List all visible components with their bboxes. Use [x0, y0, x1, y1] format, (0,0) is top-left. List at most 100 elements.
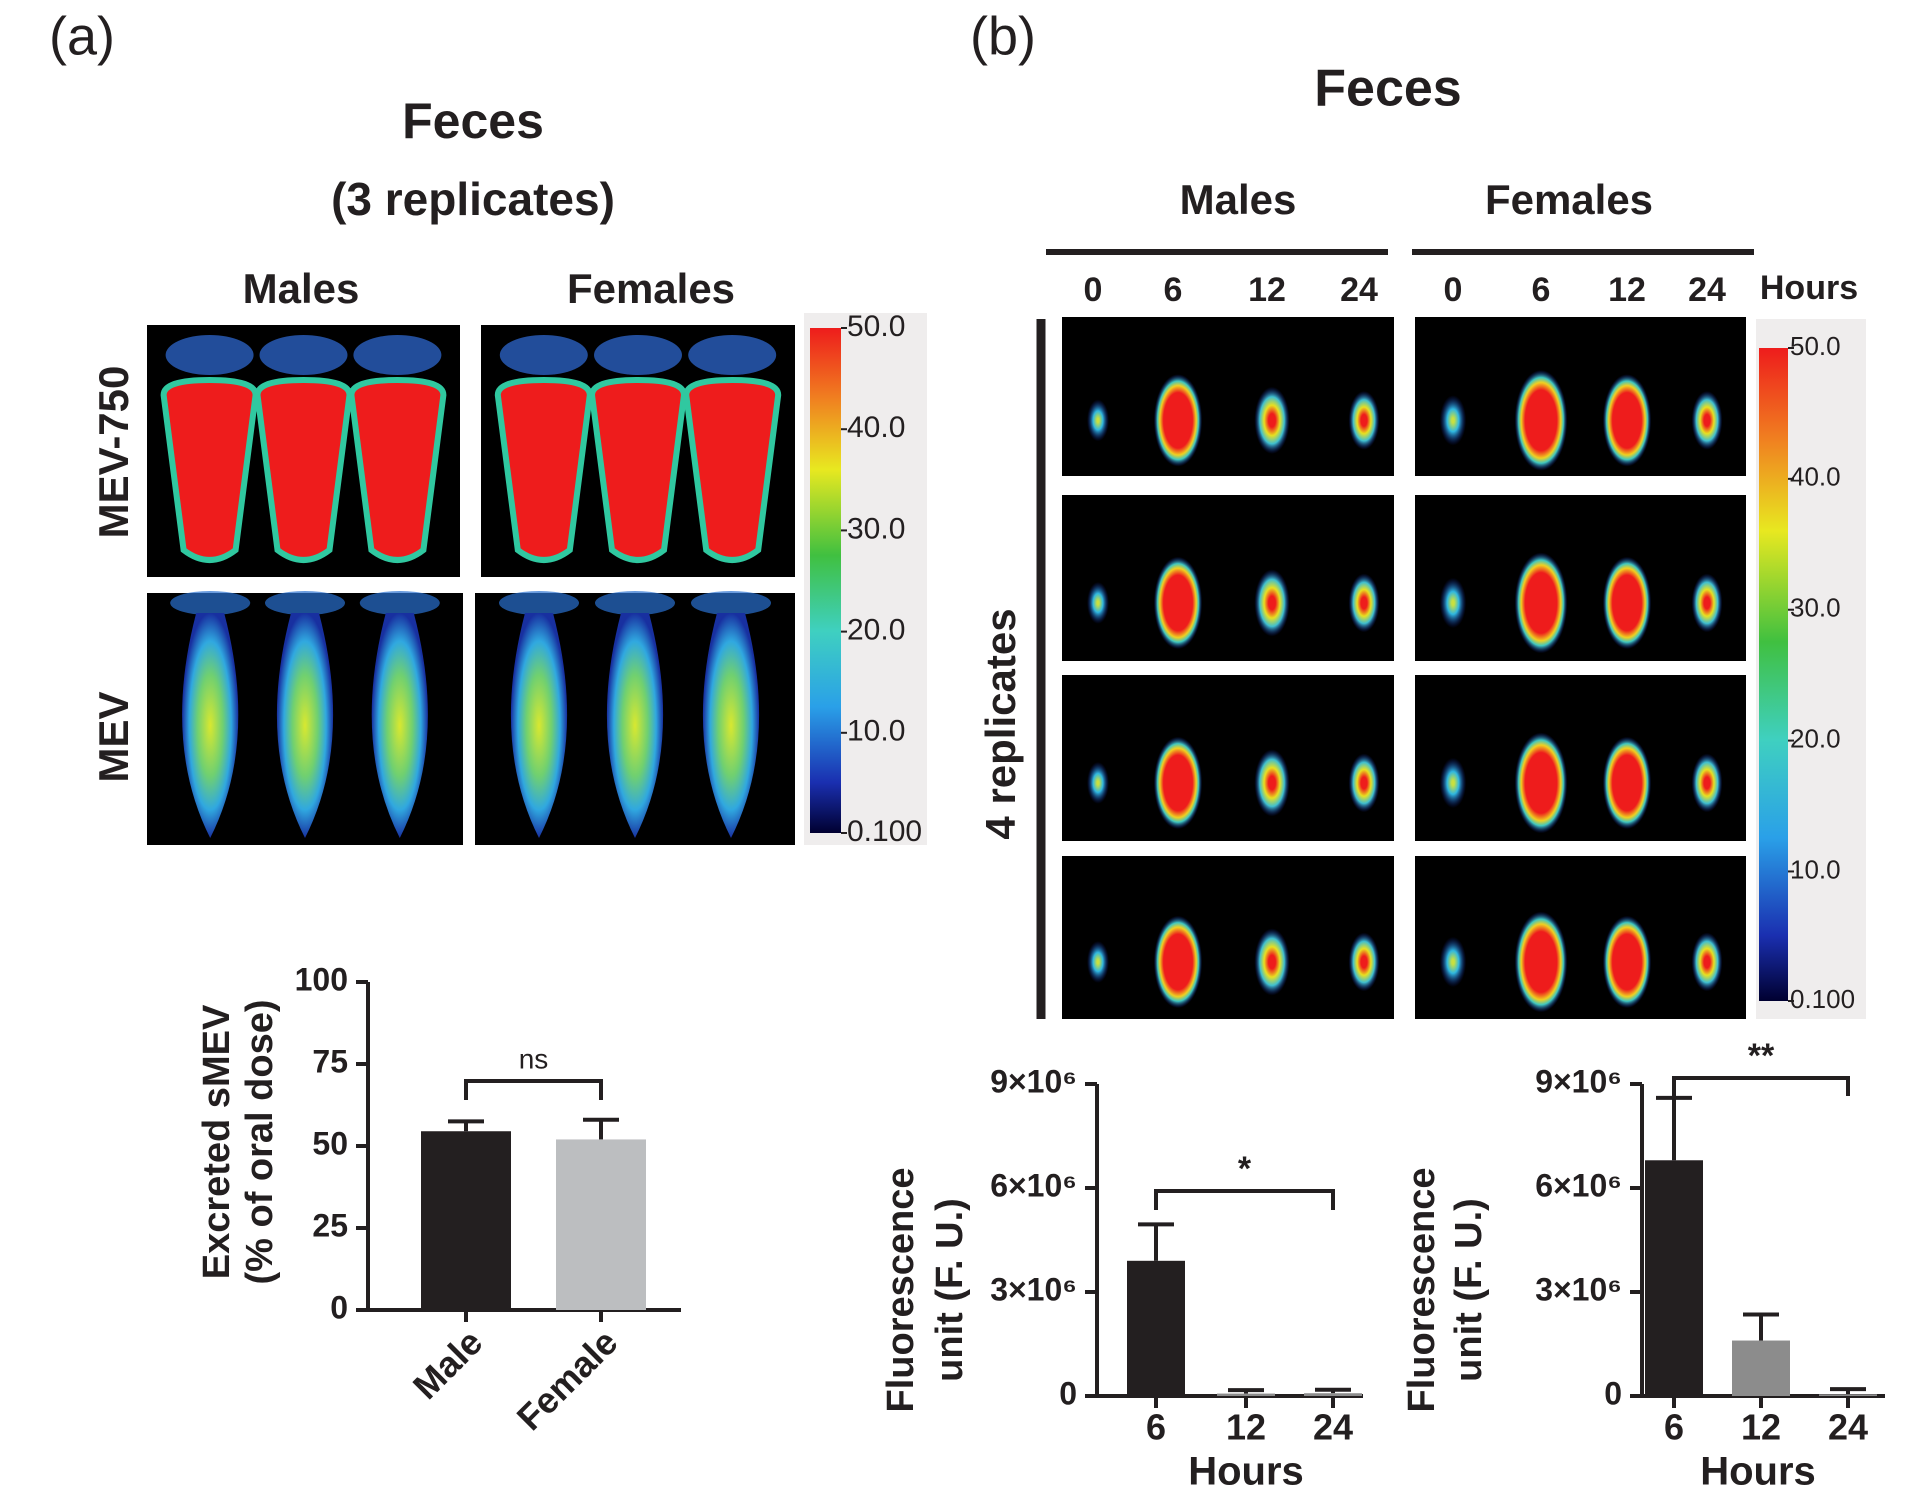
fluorescence-image — [1062, 495, 1394, 661]
signal — [1087, 761, 1109, 804]
significance-label: ** — [1748, 1037, 1775, 1075]
x-tick-label: 6 — [1664, 1407, 1684, 1448]
colorbar-tick-label: 20.0 — [1790, 723, 1841, 753]
tube-cap — [165, 335, 254, 375]
signal — [1691, 753, 1723, 813]
signal — [1691, 390, 1723, 450]
fluorescence-image — [1415, 856, 1746, 1019]
colorbar-tick-label: 0.100 — [1790, 984, 1855, 1014]
bar — [421, 1131, 511, 1310]
tube-cap — [688, 335, 777, 375]
signal — [1439, 577, 1467, 629]
tube — [683, 376, 782, 563]
colorbar — [1759, 348, 1788, 1001]
signal — [1602, 736, 1652, 830]
tube-cap — [594, 335, 682, 375]
x-axis-label: Hours — [1188, 1450, 1304, 1494]
tube — [254, 376, 353, 563]
panel-subtitle: (3 replicates) — [331, 173, 615, 225]
tube — [348, 376, 447, 563]
group-label: Males — [1180, 176, 1297, 223]
significance-bracket — [464, 1079, 603, 1100]
signal — [1514, 369, 1568, 471]
y-tick-label: 100 — [295, 961, 348, 997]
signal — [1602, 915, 1652, 1009]
bar — [1819, 1394, 1877, 1396]
colorbar-tick-label: 20.0 — [847, 614, 905, 647]
signal — [1087, 399, 1109, 442]
tube-cap — [499, 591, 579, 615]
significance-label: * — [1238, 1150, 1252, 1188]
y-tick-label: 0 — [330, 1289, 348, 1325]
significance-bracket — [1154, 1189, 1335, 1210]
fluorescence-image — [1415, 495, 1746, 661]
signal — [1254, 569, 1290, 637]
signal — [1348, 390, 1380, 450]
y-tick-label: 6×10⁶ — [990, 1167, 1077, 1203]
y-tick-label: 50 — [312, 1125, 348, 1161]
tube-cap — [359, 591, 440, 615]
hour-label: 24 — [1340, 271, 1378, 309]
tube-cap — [499, 335, 588, 375]
y-axis-label: unit (F. U.) — [1448, 1198, 1490, 1382]
hour-label: 24 — [1688, 271, 1726, 309]
significance-bracket — [1672, 1076, 1850, 1096]
spindle — [702, 613, 760, 838]
colorbar-tick-label: 30.0 — [847, 512, 905, 545]
signal — [1691, 932, 1723, 992]
fluorescence-image — [1415, 675, 1746, 841]
signal — [1153, 556, 1203, 650]
colorbar-tick-label: 40.0 — [1790, 462, 1841, 492]
signal — [1514, 911, 1568, 1013]
hour-label: 12 — [1248, 271, 1286, 309]
bar — [556, 1139, 646, 1310]
tube — [588, 376, 688, 563]
x-tick-label: Female — [509, 1321, 626, 1438]
tube-cap — [265, 591, 345, 615]
signal — [1153, 374, 1203, 467]
x-tick-label: 12 — [1226, 1407, 1266, 1448]
colorbar-tick-label: 50.0 — [847, 310, 905, 343]
tube-cap — [170, 591, 251, 615]
fluorescence-image — [1062, 675, 1394, 841]
y-tick-label: 0 — [1059, 1375, 1077, 1411]
spindle — [276, 613, 334, 838]
fluorescence-image — [1415, 317, 1746, 476]
fluorescence-image — [1062, 317, 1394, 476]
tube-cap — [595, 591, 675, 615]
tube-cap — [691, 591, 771, 615]
colorbar-tick-label: 10.0 — [1790, 854, 1841, 884]
signal — [1087, 581, 1109, 624]
signal — [1153, 915, 1203, 1009]
bar — [1732, 1340, 1790, 1396]
hour-label: 0 — [1084, 271, 1103, 309]
signal — [1348, 932, 1380, 992]
significance-label: ns — [519, 1043, 549, 1074]
y-tick-label: 25 — [312, 1207, 348, 1243]
signal — [1254, 928, 1290, 996]
bar — [1127, 1260, 1185, 1396]
signal — [1514, 732, 1568, 834]
signal — [1087, 940, 1109, 983]
y-tick-label: 0 — [1604, 1375, 1622, 1411]
colorbar-tick-label: 10.0 — [847, 715, 905, 748]
y-tick-label: 9×10⁶ — [1535, 1063, 1622, 1099]
signal — [1348, 753, 1380, 813]
hour-label: 0 — [1444, 271, 1463, 309]
y-tick-label: 6×10⁶ — [1535, 1167, 1622, 1203]
x-tick-label: 12 — [1741, 1407, 1781, 1448]
signal — [1439, 936, 1467, 988]
colorbar-tick-label: 0.100 — [847, 815, 922, 848]
signal — [1348, 573, 1380, 633]
signal — [1514, 552, 1568, 654]
panel-title: Feces — [402, 93, 544, 149]
column-label: Females — [567, 265, 735, 312]
spindle — [371, 613, 428, 838]
colorbar-tick-label: 50.0 — [1790, 331, 1841, 361]
tube — [160, 376, 259, 563]
y-axis-label: (% of oral dose) — [239, 999, 281, 1284]
signal — [1602, 556, 1652, 650]
hour-label: 12 — [1608, 271, 1646, 309]
x-axis-label: Hours — [1700, 1450, 1816, 1494]
